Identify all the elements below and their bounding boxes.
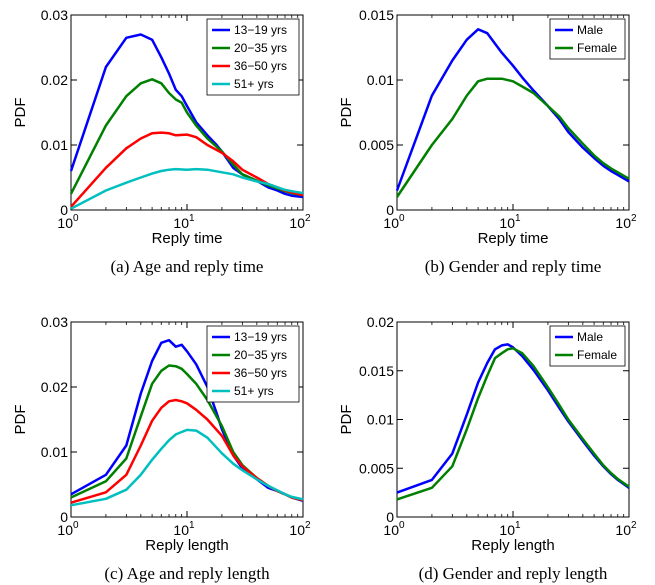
chart-panel-a: 100 101 102 0 0.01 0.02 0.03 Reply time PDF 13−19… [12,7,311,276]
x-tick-label: 100 [57,520,79,538]
y-tick-label: 0.015 [359,363,394,379]
y-tick-label: 0.005 [359,137,394,153]
x-axis-label: Reply length [145,537,228,554]
y-tick-label: 0.01 [41,137,68,153]
legend-label: Female [577,348,617,362]
y-tick-label: 0 [60,202,68,218]
legend-label: 13−19 yrs [234,330,287,344]
y-axis-label: PDF [12,405,29,435]
series-line-0 [395,28,630,191]
x-tick-label: 101 [499,213,521,231]
panel-caption: (a) Age and reply time [111,257,264,276]
legend-box [206,325,300,403]
y-tick-label: 0.02 [41,379,68,395]
legend-box [549,325,626,367]
x-tick-label: 101 [173,213,195,231]
panel-caption: (c) Age and reply length [104,564,270,583]
x-tick-label: 102 [289,520,311,538]
series-line-0 [69,33,304,199]
legend-label: 36−50 yrs [234,59,287,73]
legend-box [206,18,300,96]
x-tick-label: 102 [615,520,637,538]
panel-caption: (d) Gender and reply length [419,564,608,583]
legend-box [549,18,626,60]
series-line-3 [70,428,304,507]
chart-panel-d: 100 101 102 0 0.005 0.01 0.015 0.02 Reply length… [338,314,637,583]
y-tick-label: 0.005 [359,460,394,476]
x-axis-label: Reply time [152,230,223,247]
x-tick-label: 102 [289,213,311,231]
y-tick-label: 0.01 [367,412,394,428]
panel-caption: (b) Gender and reply time [425,257,602,276]
y-tick-label: 0 [60,509,68,525]
x-tick-label: 100 [383,520,405,538]
x-tick-label: 102 [615,213,637,231]
legend-label: 51+ yrs [234,384,274,398]
y-tick-label: 0 [386,202,394,218]
legend: 13−19 yrs 20−35 yrs 36−50 yrs 51+ yrs [206,18,300,96]
y-tick-label: 0.02 [367,314,394,330]
y-tick-label: 0.03 [41,7,68,23]
x-tick-label: 100 [57,213,79,231]
legend-label: 20−35 yrs [234,348,287,362]
series-line-3 [70,167,304,210]
x-tick-label: 101 [173,520,195,538]
y-axis-label: PDF [338,405,355,435]
y-tick-label: 0.01 [367,72,394,88]
legend-label: 51+ yrs [234,77,274,91]
y-axis-label: PDF [12,98,29,128]
y-tick-label: 0.015 [359,7,394,23]
legend-label: Male [577,330,603,344]
x-tick-label: 100 [383,213,405,231]
y-tick-label: 0 [386,509,394,525]
y-axis-label: PDF [338,98,355,128]
legend-label: Male [577,23,603,37]
legend-label: 36−50 yrs [234,366,287,380]
legend-label: 20−35 yrs [234,41,287,55]
legend: Male Female [549,18,626,60]
legend: 13−19 yrs 20−35 yrs 36−50 yrs 51+ yrs [206,325,300,403]
legend: Male Female [549,325,626,367]
legend-label: Female [577,41,617,55]
y-tick-label: 0.03 [41,314,68,330]
x-tick-label: 101 [499,520,521,538]
x-axis-label: Reply time [478,230,549,247]
y-tick-label: 0.02 [41,72,68,88]
legend-label: 13−19 yrs [234,23,287,37]
chart-panel-b: 100 101 102 0 0.005 0.01 0.015 Reply time PDF Mal… [338,7,637,276]
series-line-1 [396,347,630,501]
chart-panel-c: 100 101 102 0 0.01 0.02 0.03 Reply length PDF 13−… [12,314,311,583]
y-tick-label: 0.01 [41,444,68,460]
x-axis-label: Reply length [471,537,554,554]
series-line-1 [395,77,630,198]
